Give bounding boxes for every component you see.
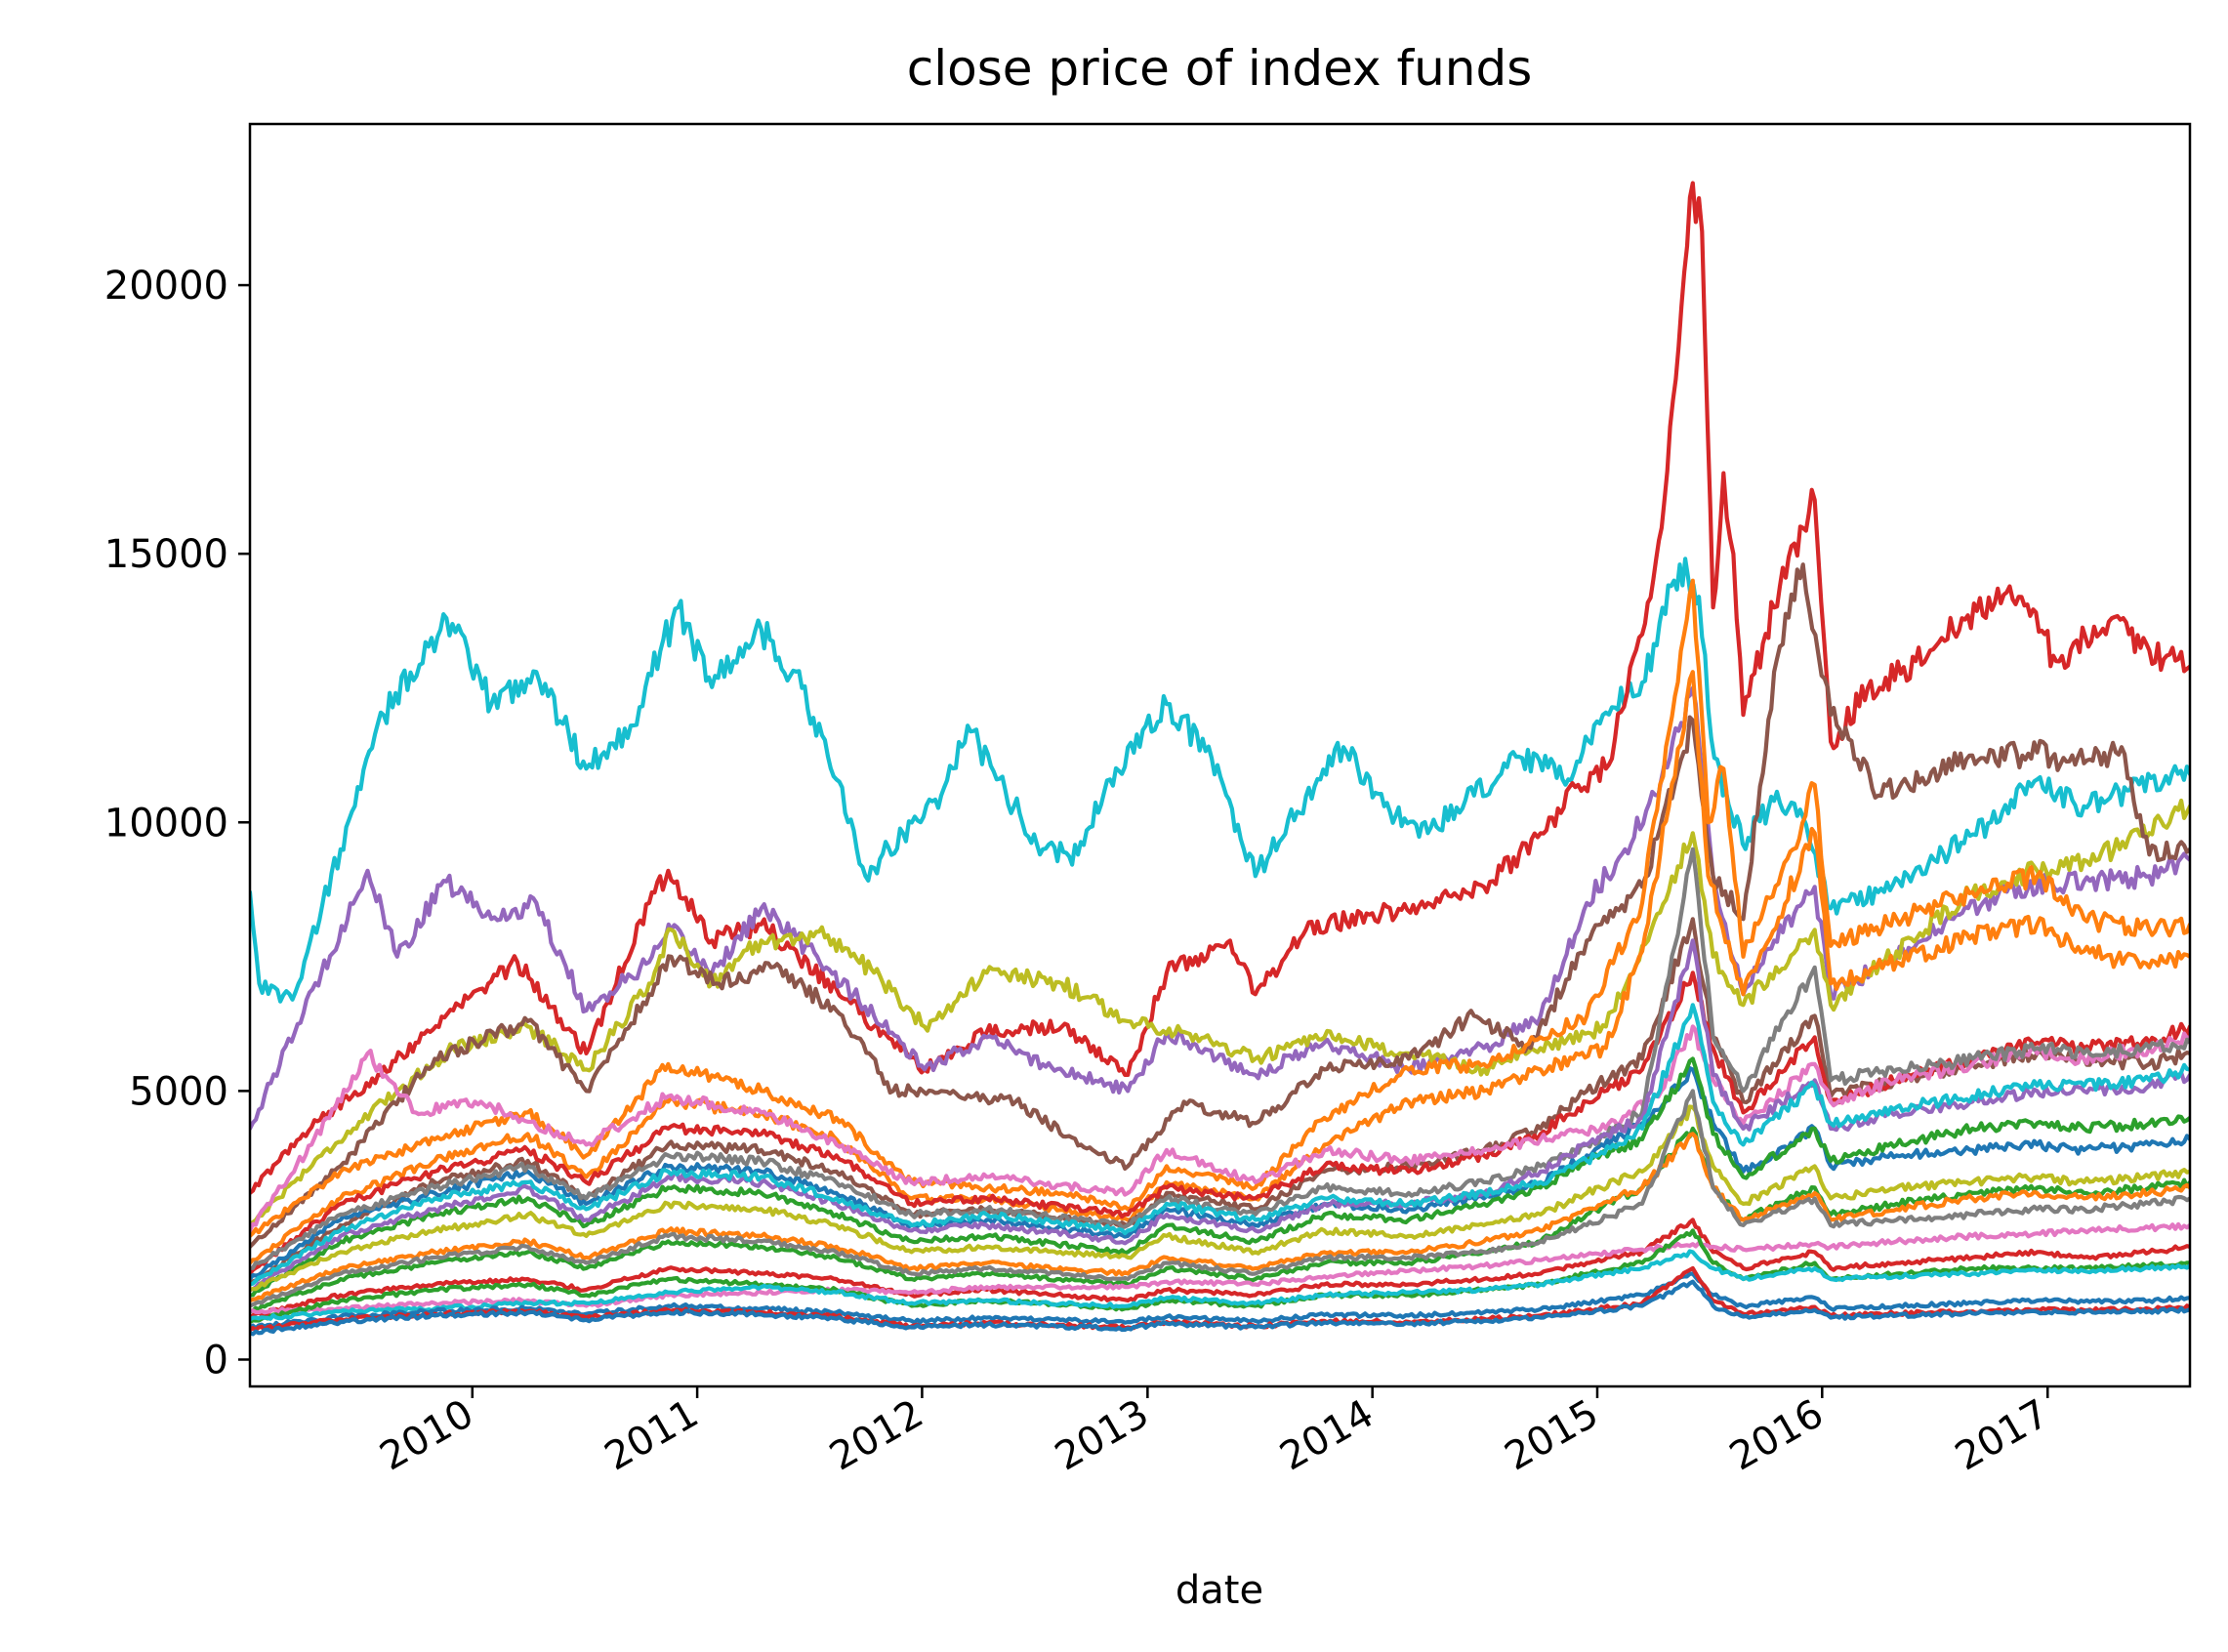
- y-tick-label: 10000: [104, 801, 228, 846]
- y-tick-label: 15000: [104, 532, 228, 577]
- y-tick-label: 20000: [104, 264, 228, 309]
- series-line-1: [250, 557, 2190, 1004]
- series-line-23: [250, 1249, 2190, 1322]
- series-lines: [250, 181, 2190, 1337]
- series-line-24: [250, 1271, 2190, 1331]
- x-tick-label: 2017: [1948, 1391, 2056, 1480]
- y-axis: 0 5000 10000 15000 20000: [104, 264, 250, 1383]
- series-line-7: [250, 670, 2190, 1265]
- x-tick-label: 2011: [598, 1391, 706, 1480]
- x-tick-label: 2015: [1498, 1391, 1606, 1480]
- series-line-13: [250, 847, 2190, 1271]
- x-tick-label: 2013: [1048, 1391, 1156, 1480]
- chart-title: close price of index funds: [907, 40, 1533, 97]
- x-axis-label: date: [1176, 1568, 1263, 1613]
- series-line-5: [250, 562, 2190, 1249]
- x-tick-label: 2012: [822, 1391, 930, 1480]
- series-line-11: [250, 1066, 2190, 1282]
- x-tick-label: 2010: [373, 1391, 481, 1480]
- series-line-20: [250, 1218, 2190, 1319]
- x-axis: 2010 2011 2012 2013 2014 2015 2016 2017: [373, 1386, 2056, 1480]
- y-tick-label: 5000: [129, 1069, 228, 1114]
- series-line-10: [250, 1024, 2190, 1233]
- series-line-16: [250, 1126, 2190, 1314]
- series-line-8: [250, 917, 2190, 1287]
- series-line-3: [250, 685, 2190, 1131]
- x-tick-label: 2014: [1273, 1391, 1382, 1480]
- series-line-14: [250, 938, 2190, 1293]
- series-line-15: [250, 1003, 2190, 1287]
- series-line-17: [250, 1104, 2190, 1293]
- series-line-18: [250, 1132, 2190, 1303]
- series-line-6: [250, 578, 2190, 1238]
- series-line-19: [250, 1089, 2190, 1308]
- y-tick-label: 0: [204, 1338, 228, 1383]
- series-line-12: [250, 1056, 2190, 1298]
- plot-frame: [248, 122, 2192, 1388]
- series-line-9: [250, 971, 2190, 1276]
- series-line-26: [250, 1279, 2190, 1337]
- series-line-2: [250, 181, 2190, 1195]
- x-tick-label: 2016: [1722, 1391, 1831, 1480]
